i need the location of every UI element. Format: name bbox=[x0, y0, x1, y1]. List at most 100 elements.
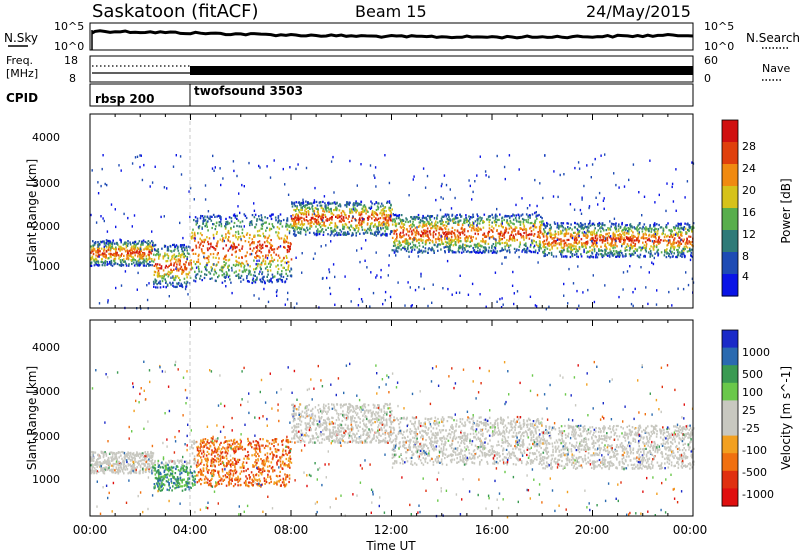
echo-cell bbox=[478, 222, 481, 225]
echo-cell bbox=[520, 236, 523, 239]
echo-cell-sparse bbox=[680, 238, 682, 242]
echo-cell bbox=[593, 231, 595, 234]
echo-cell bbox=[233, 242, 235, 245]
echo-cell bbox=[343, 225, 346, 228]
echo-cell bbox=[143, 248, 145, 251]
echo-cell bbox=[333, 201, 336, 204]
echo-cell bbox=[586, 250, 589, 253]
echo-cell-sparse bbox=[154, 248, 156, 251]
echo-cell-sparse bbox=[95, 221, 98, 224]
echo-cell-sparse bbox=[671, 185, 673, 189]
echo-cell bbox=[276, 280, 279, 283]
echo-cell-sparse bbox=[321, 277, 324, 280]
echo-cell bbox=[438, 233, 441, 237]
echo-cell bbox=[330, 227, 333, 230]
echo-cell-sparse bbox=[97, 192, 100, 195]
echo-cell-sparse bbox=[446, 237, 448, 240]
echo-cell-sparse bbox=[530, 250, 532, 254]
echo-cell bbox=[101, 253, 103, 256]
echo-cell bbox=[627, 227, 630, 230]
echo-cell-sparse bbox=[324, 205, 326, 208]
echo-cell bbox=[119, 470, 121, 473]
echo-cell-sparse bbox=[286, 298, 289, 301]
colorbar-segment bbox=[722, 120, 738, 143]
echo-cell bbox=[469, 216, 472, 219]
echo-cell bbox=[293, 224, 296, 227]
echo-cell bbox=[470, 244, 472, 247]
echo-cell bbox=[364, 231, 367, 234]
echo-cell bbox=[283, 237, 286, 240]
echo-cell bbox=[677, 240, 679, 243]
echo-cell bbox=[305, 200, 307, 203]
echo-cell bbox=[569, 226, 571, 230]
echo-cell bbox=[343, 212, 346, 215]
echo-cell-sparse bbox=[552, 195, 555, 198]
echo-cell bbox=[543, 254, 545, 258]
echo-cell bbox=[565, 229, 568, 232]
echo-cell-sparse bbox=[502, 303, 504, 306]
echo-cell bbox=[234, 245, 237, 248]
echo-cell bbox=[550, 227, 552, 230]
echo-cell bbox=[585, 241, 588, 244]
echo-cell-sparse bbox=[388, 200, 391, 203]
echo-cell bbox=[237, 236, 240, 239]
echo-cell bbox=[448, 243, 451, 246]
echo-cell bbox=[130, 469, 133, 472]
echo-cell bbox=[510, 233, 512, 236]
echo-cell bbox=[538, 236, 540, 239]
echo-cell bbox=[331, 202, 334, 205]
echo-cell bbox=[441, 219, 443, 222]
echo-cell bbox=[284, 261, 286, 264]
echo-cell bbox=[264, 260, 267, 263]
echo-cell bbox=[211, 277, 213, 280]
echo-cell bbox=[354, 204, 356, 207]
echo-cell bbox=[386, 234, 388, 237]
echo-cell bbox=[156, 267, 158, 270]
echo-cell bbox=[659, 226, 662, 229]
echo-cell bbox=[404, 238, 407, 241]
echo-cell bbox=[315, 221, 317, 224]
echo-cell bbox=[249, 233, 251, 237]
echo-cell bbox=[230, 220, 233, 223]
echo-cell bbox=[165, 280, 167, 283]
echo-cell bbox=[168, 264, 170, 267]
echo-cell bbox=[631, 234, 633, 237]
echo-cell bbox=[464, 243, 466, 247]
echo-cell bbox=[619, 235, 622, 239]
echo-cell bbox=[110, 242, 112, 245]
echo-cell bbox=[682, 252, 685, 255]
echo-cell bbox=[371, 217, 373, 220]
echo-cell bbox=[452, 231, 455, 235]
echo-cell bbox=[394, 229, 396, 233]
echo-cell bbox=[149, 260, 151, 263]
echo-cell-sparse bbox=[684, 196, 686, 199]
echo-cell bbox=[580, 255, 583, 258]
echo-cell bbox=[389, 206, 392, 209]
echo-cell bbox=[183, 267, 186, 270]
echo-cell bbox=[361, 210, 364, 213]
echo-cell bbox=[307, 201, 309, 204]
echo-cell bbox=[670, 233, 672, 236]
echo-cell bbox=[153, 282, 155, 286]
echo-cell bbox=[131, 249, 134, 252]
echo-cell bbox=[283, 266, 285, 269]
echo-cell bbox=[446, 241, 448, 244]
echo-cell bbox=[458, 219, 461, 222]
echo-cell bbox=[192, 252, 195, 255]
echo-cell bbox=[571, 235, 574, 238]
echo-cell bbox=[427, 214, 429, 217]
echo-cell bbox=[516, 220, 518, 223]
echo-cell bbox=[604, 243, 607, 246]
echo-cell bbox=[395, 225, 397, 228]
echo-cell-sparse bbox=[213, 169, 215, 172]
echo-cell bbox=[157, 253, 160, 256]
echo-cell bbox=[293, 232, 296, 235]
echo-cell bbox=[488, 224, 491, 227]
echo-cell-sparse bbox=[258, 164, 260, 168]
echo-cell bbox=[270, 227, 273, 231]
echo-cell bbox=[208, 255, 210, 258]
echo-cell bbox=[218, 221, 221, 224]
echo-cell bbox=[207, 220, 209, 223]
echo-cell bbox=[645, 226, 647, 229]
echo-cell bbox=[433, 224, 436, 227]
